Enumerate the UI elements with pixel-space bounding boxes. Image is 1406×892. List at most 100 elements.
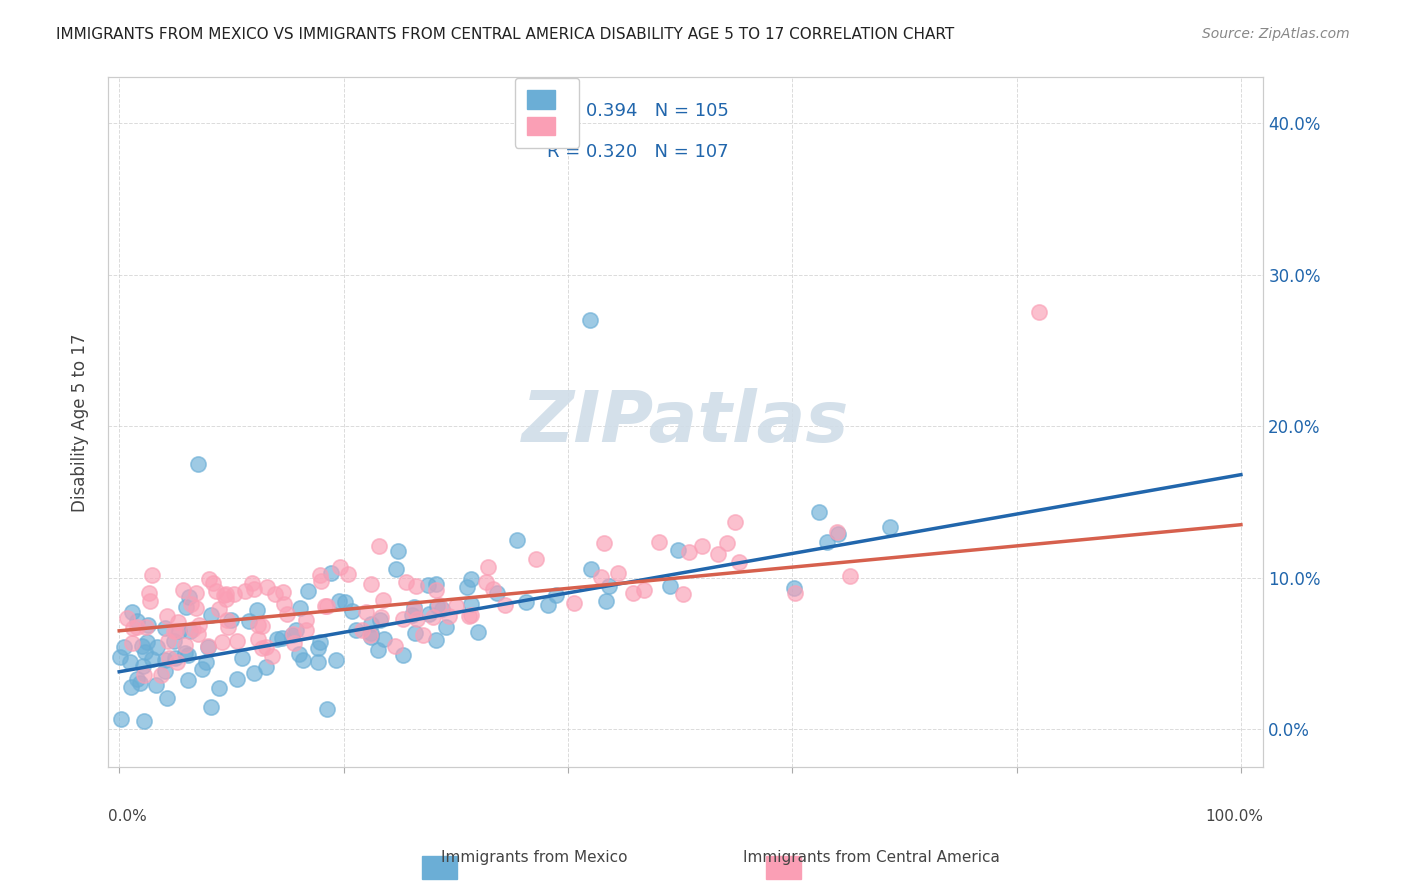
Point xyxy=(402,603,425,617)
Point xyxy=(458,608,481,623)
Point xyxy=(120,680,142,694)
Point xyxy=(149,668,172,682)
Point xyxy=(254,660,277,674)
Point xyxy=(285,623,308,637)
Point xyxy=(112,640,135,654)
Point xyxy=(233,584,256,599)
Point xyxy=(477,559,499,574)
Point xyxy=(186,585,208,599)
Point xyxy=(163,624,186,638)
Point xyxy=(131,639,153,653)
Point xyxy=(172,582,194,597)
Text: 100.0%: 100.0% xyxy=(1205,809,1264,823)
Point xyxy=(385,562,408,576)
Point xyxy=(141,567,163,582)
Point xyxy=(825,524,848,539)
Point xyxy=(243,665,266,680)
Point xyxy=(291,653,314,667)
Point xyxy=(136,618,159,632)
Point xyxy=(838,568,860,582)
Point xyxy=(391,612,413,626)
Point xyxy=(418,607,440,622)
Point xyxy=(308,634,330,648)
Point xyxy=(156,691,179,706)
Point xyxy=(707,547,730,561)
Point xyxy=(333,595,356,609)
Point xyxy=(165,624,187,639)
Point xyxy=(135,620,157,634)
Point xyxy=(325,653,347,667)
Point xyxy=(486,586,509,600)
Text: 0.0%: 0.0% xyxy=(108,809,146,823)
Point xyxy=(724,515,747,529)
Point xyxy=(215,587,238,601)
Point xyxy=(173,646,195,660)
Point xyxy=(165,651,187,665)
Point xyxy=(359,627,381,641)
Point xyxy=(475,574,498,589)
Point xyxy=(250,619,273,633)
Point xyxy=(273,597,295,611)
Point xyxy=(138,586,160,600)
Point xyxy=(537,598,560,612)
Point xyxy=(316,599,339,614)
Point xyxy=(246,603,269,617)
Point xyxy=(125,672,148,686)
Point xyxy=(340,604,363,618)
Point xyxy=(307,655,329,669)
Point xyxy=(110,712,132,726)
Point xyxy=(460,597,482,611)
Point xyxy=(785,586,807,600)
Point xyxy=(141,651,163,665)
Point xyxy=(132,714,155,729)
Point xyxy=(283,636,305,650)
Point xyxy=(246,617,269,632)
Point xyxy=(879,519,901,533)
Point xyxy=(595,594,617,608)
Point xyxy=(238,614,260,628)
Point xyxy=(217,620,239,634)
Point xyxy=(368,539,391,553)
Point xyxy=(815,534,838,549)
Point xyxy=(426,599,449,614)
Point xyxy=(125,620,148,634)
Point xyxy=(360,630,382,644)
Point xyxy=(368,613,391,627)
Text: Source: ZipAtlas.com: Source: ZipAtlas.com xyxy=(1202,27,1350,41)
Point xyxy=(678,545,700,559)
Point xyxy=(412,628,434,642)
Point xyxy=(425,632,447,647)
Point xyxy=(1028,305,1050,319)
Legend: , : , xyxy=(515,78,579,147)
Point xyxy=(783,581,806,595)
Point xyxy=(506,533,529,548)
Point xyxy=(402,600,425,615)
Point xyxy=(217,613,239,627)
Point xyxy=(195,655,218,669)
Point xyxy=(276,607,298,621)
Point xyxy=(263,587,285,601)
Point xyxy=(156,609,179,624)
Point xyxy=(167,615,190,629)
Text: ZIPatlas: ZIPatlas xyxy=(522,388,849,457)
Point xyxy=(544,588,567,602)
Point xyxy=(174,638,197,652)
Point xyxy=(118,655,141,669)
Point xyxy=(222,587,245,601)
Point xyxy=(672,587,695,601)
Point xyxy=(145,640,167,654)
Point xyxy=(179,590,201,604)
Text: Immigrants from Central America: Immigrants from Central America xyxy=(744,850,1000,865)
Point xyxy=(108,649,131,664)
Point xyxy=(198,572,221,586)
Point xyxy=(132,667,155,681)
Point xyxy=(392,648,415,662)
Point xyxy=(384,640,406,654)
Point xyxy=(226,633,249,648)
Point xyxy=(387,544,409,558)
Point xyxy=(169,624,191,639)
Point xyxy=(356,605,378,619)
Point xyxy=(283,627,305,641)
Y-axis label: Disability Age 5 to 17: Disability Age 5 to 17 xyxy=(72,333,89,512)
Text: IMMIGRANTS FROM MEXICO VS IMMIGRANTS FROM CENTRAL AMERICA DISABILITY AGE 5 TO 17: IMMIGRANTS FROM MEXICO VS IMMIGRANTS FRO… xyxy=(56,27,955,42)
